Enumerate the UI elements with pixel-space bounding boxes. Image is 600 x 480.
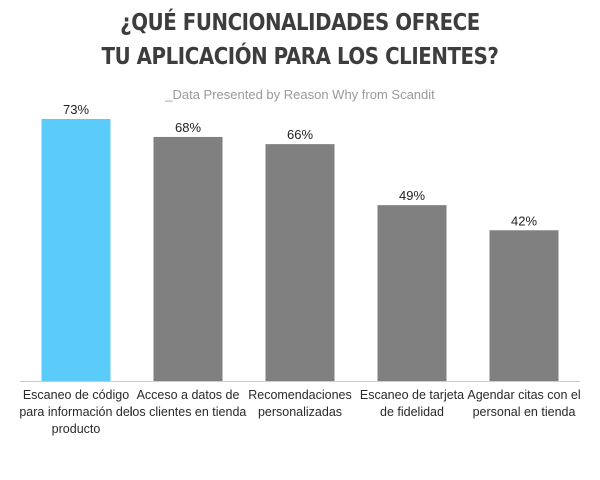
value-label-1: 73% (63, 102, 89, 117)
bar-5 (489, 230, 559, 381)
category-label-5: Agendar citas con el personal en tienda (467, 388, 581, 419)
chart-subtitle: _Data Presented by Reason Why from Scand… (165, 87, 435, 102)
bar-1 (41, 119, 111, 381)
value-label-3: 66% (287, 127, 313, 142)
chart-title: ¿QUÉ FUNCIONALIDADES OFRECE TU APLICACIÓ… (42, 6, 558, 74)
bar-2 (153, 136, 223, 381)
category-label-3: Recomendaciones personalizadas (248, 388, 352, 419)
category-label-1: Escaneo de código para información del p… (19, 388, 133, 436)
value-label-2: 68% (175, 120, 201, 135)
bar-3 (265, 144, 335, 381)
category-label-4: Escaneo de tarjeta de fidelidad (359, 388, 465, 419)
value-label-4: 49% (399, 188, 425, 203)
value-label-5: 42% (511, 213, 537, 228)
category-label-2: Acceso a datos de los clientes en tienda (129, 388, 247, 419)
chart-title-line-1: ¿QUÉ FUNCIONALIDADES OFRECE (120, 10, 480, 36)
bar-4 (377, 205, 447, 381)
chart-title-line-2: TU APLICACIÓN PARA LOS CLIENTES? (101, 44, 499, 70)
